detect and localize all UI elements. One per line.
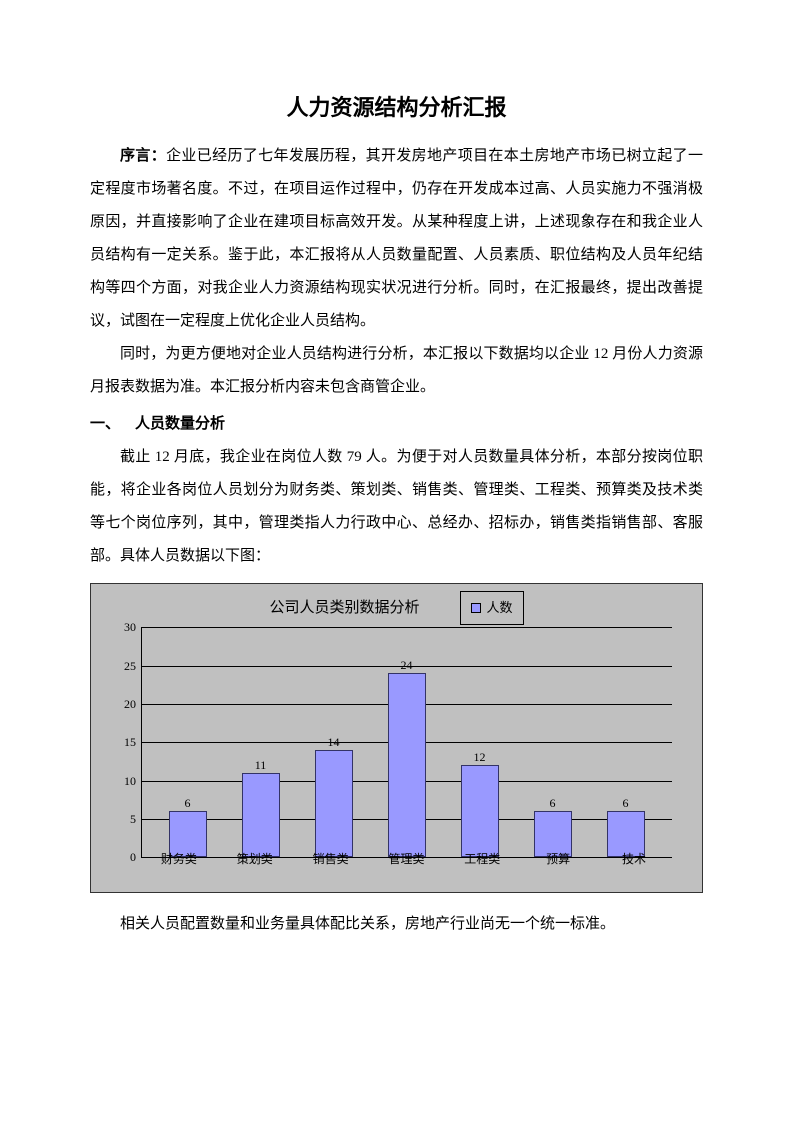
chart-bars: 6 11 14 24 12 6 6 — [141, 627, 672, 857]
x-tick-label: 策划类 — [232, 851, 278, 868]
section-1-title: 人员数量分析 — [135, 416, 225, 432]
bar — [315, 750, 353, 857]
bar-value-label: 6 — [623, 797, 629, 809]
chart-plot-area: 051015202530 61114241266 — [141, 627, 672, 857]
chart-header: 公司人员类别数据分析 人数 — [101, 594, 692, 622]
y-tick-label: 20 — [111, 691, 136, 717]
section-1-heading: 一、人员数量分析 — [90, 408, 703, 441]
page-title: 人力资源结构分析汇报 — [90, 90, 703, 125]
bar-value-label: 6 — [185, 797, 191, 809]
y-tick-label: 15 — [111, 729, 136, 755]
y-tick-label: 30 — [111, 614, 136, 640]
bar-value-label: 6 — [550, 797, 556, 809]
x-tick-label: 预算 — [535, 851, 581, 868]
bar — [242, 773, 280, 857]
chart-container: 公司人员类别数据分析 人数 051015202530 61114241266 财… — [90, 583, 703, 893]
x-tick-label: 技术 — [611, 851, 657, 868]
x-axis: 财务类 策划类 销售类 管理类 工程类 预算 技术 — [131, 847, 682, 868]
bar-value-label: 11 — [255, 759, 267, 771]
footer-paragraph: 相关人员配置数量和业务量具体配比关系，房地产行业尚无一个统一标准。 — [90, 908, 703, 941]
y-tick-label: 25 — [111, 652, 136, 678]
y-tick-label: 10 — [111, 767, 136, 793]
section-1-body: 截止 12 月底，我企业在岗位人数 79 人。为便于对人员数量具体分析，本部分按… — [90, 441, 703, 573]
chart-legend: 人数 — [460, 591, 524, 626]
y-tick-label: 5 — [111, 806, 136, 832]
bar — [461, 765, 499, 857]
bar-column: 11 — [238, 759, 284, 857]
bar-value-label: 14 — [328, 736, 340, 748]
paragraph-2: 同时，为更方便地对企业人员结构进行分析，本汇报以下数据均以企业 12 月份人力资… — [90, 338, 703, 404]
preface-text: 企业已经历了七年发展历程，其开发房地产项目在本土房地产市场已树立起了一定程度市场… — [90, 148, 703, 329]
bar-column: 12 — [457, 751, 503, 857]
chart-title: 公司人员类别数据分析 — [269, 592, 419, 625]
legend-swatch — [471, 603, 481, 613]
x-tick-label: 工程类 — [459, 851, 505, 868]
bar-column: 24 — [384, 659, 430, 857]
x-tick-label: 管理类 — [383, 851, 429, 868]
section-1-number: 一、 — [90, 408, 135, 441]
bar-value-label: 24 — [401, 659, 413, 671]
preface-label: 序言： — [120, 148, 166, 164]
preface-paragraph: 序言：企业已经历了七年发展历程，其开发房地产项目在本土房地产市场已树立起了一定程… — [90, 140, 703, 338]
bar-value-label: 12 — [474, 751, 486, 763]
x-tick-label: 销售类 — [308, 851, 354, 868]
bar-column: 14 — [311, 736, 357, 857]
x-tick-label: 财务类 — [156, 851, 202, 868]
bar — [388, 673, 426, 857]
legend-label: 人数 — [487, 594, 513, 623]
